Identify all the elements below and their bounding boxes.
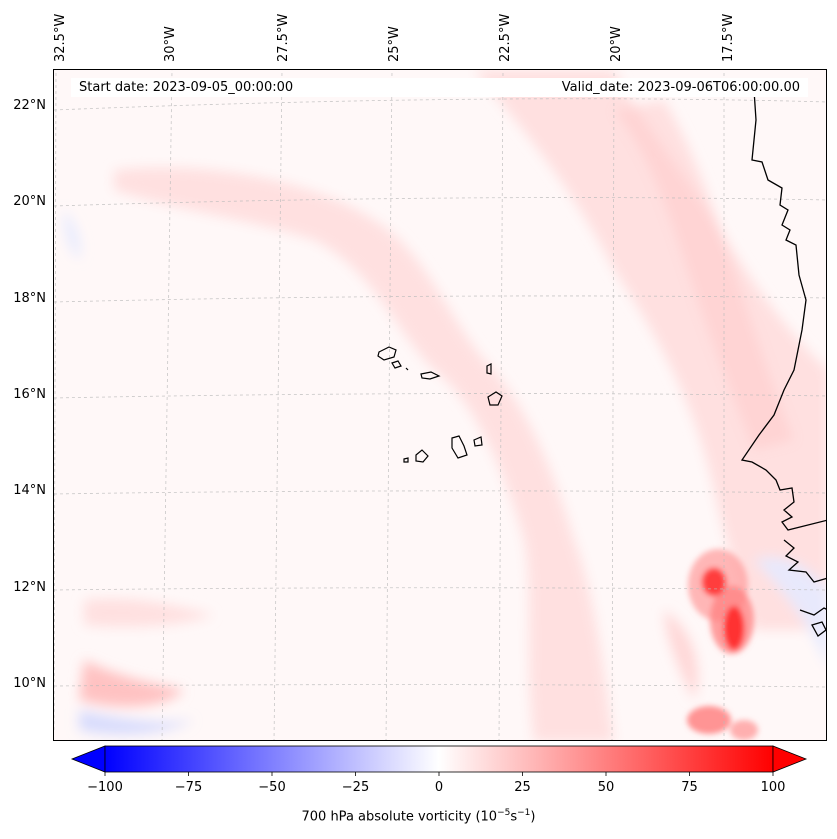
colorbar-label-exp1: −5 [497,808,511,818]
lon-label-25w: 25°W [387,26,402,62]
start-date-text: Start date: 2023-09-05_00:00:00 [79,80,294,95]
colorbar-extend-min [70,745,106,773]
colorbar-tick-label: 50 [597,780,615,795]
colorbar-tick-label: 75 [681,780,698,795]
valid-date-text: Valid_date: 2023-09-06T06:00:00.00 [561,80,800,95]
colorbar-tick-label: −50 [258,780,286,795]
colorbar-ticks [104,772,774,776]
lon-label-27-5w: 27.5°W [276,13,291,62]
start-date-label: Start date: 2023-09-05_00:00:00 [71,78,539,97]
lat-label-18n: 18°N [13,291,46,306]
lat-label-10n: 10°N [13,676,46,691]
colorbar-tick-label: −75 [174,780,203,795]
colorbar-label: 700 hPa absolute vorticity (10−5s−1) [0,808,837,824]
graticule [54,70,826,740]
colorbar-tick-label: −25 [341,780,370,795]
colorbar-tick-label: 0 [434,780,444,795]
colorbar-gradient [104,745,774,773]
valid-date-label: Valid_date: 2023-09-06T06:00:00.00 [531,78,808,97]
colorbar-label-suffix: ) [530,809,536,825]
cape-verde-islands [377,346,503,463]
colorbar-tick-label: −100 [87,780,123,795]
lat-label-16n: 16°N [13,387,46,402]
lon-label-17-5w: 17.5°W [721,13,736,62]
colorbar-label-mid: s [510,809,518,825]
colorbar-tick-label: 25 [514,780,531,795]
colorbar-label-prefix: 700 hPa absolute vorticity (10 [301,809,498,825]
vorticity-map [53,69,827,741]
lat-label-14n: 14°N [13,483,46,498]
vorticity-shading [63,70,826,740]
vorticity-field [54,70,826,740]
colorbar-label-exp2: −1 [517,808,531,818]
lon-label-20w: 20°W [609,26,624,62]
colorbar-extend-max [772,745,808,773]
lat-label-20n: 20°N [13,194,46,209]
lat-label-22n: 22°N [13,98,46,113]
lon-label-32-5w: 32.5°W [53,13,68,62]
lon-label-30w: 30°W [163,26,178,62]
vorticity-maximum [687,549,758,740]
colorbar [70,745,808,776]
colorbar-tick-label: 100 [760,780,786,795]
lat-label-12n: 12°N [13,580,46,595]
coastline [740,89,826,637]
lon-label-22-5w: 22.5°W [498,13,513,62]
